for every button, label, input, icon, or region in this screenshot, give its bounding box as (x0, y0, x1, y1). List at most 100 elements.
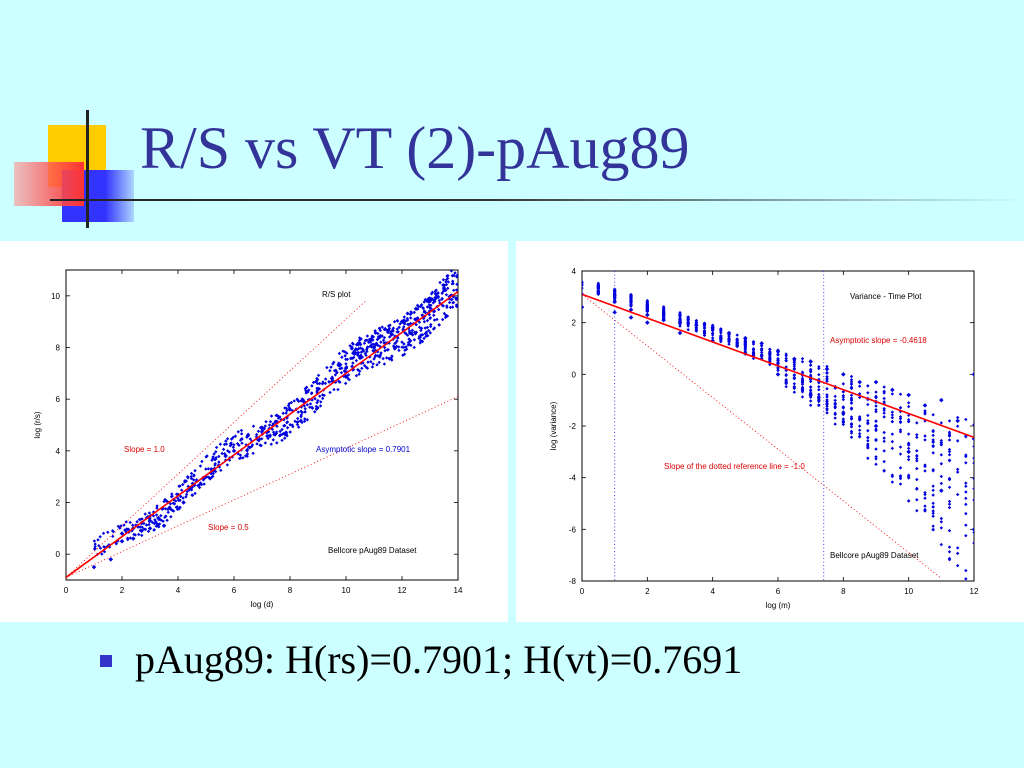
data-point-cloud (825, 406, 829, 411)
data-point-cloud (849, 406, 854, 410)
data-point (873, 423, 879, 429)
data-point-cloud (422, 309, 427, 313)
data-point-cloud (204, 455, 208, 459)
data-point-cloud (931, 524, 935, 528)
data-point-cloud (849, 374, 854, 379)
data-point-cloud (629, 299, 633, 303)
data-point-cloud (274, 430, 279, 434)
data-point-cloud (947, 438, 952, 442)
data-point-cloud (874, 404, 878, 408)
data-point-cloud (432, 309, 437, 313)
data-point-cloud (218, 442, 223, 446)
data-point-cloud (337, 379, 341, 383)
data-point-cloud (874, 438, 878, 443)
data-point-cloud (400, 340, 404, 344)
data-point-cloud (898, 406, 903, 410)
data-point-cloud (178, 494, 183, 499)
data-point-cloud (923, 434, 927, 438)
data-point-cloud (678, 324, 682, 328)
data-point-cloud (906, 446, 911, 451)
data-point-cloud (163, 507, 168, 511)
data-point-cloud (408, 331, 412, 336)
data-point-cloud (263, 424, 267, 428)
x-tick-label: 8 (288, 586, 293, 595)
data-point-cloud (402, 322, 407, 326)
data-point-cloud (955, 551, 960, 556)
data-point-cloud (369, 343, 374, 347)
data-point-cloud (751, 340, 756, 345)
y-tick-label: 0 (56, 550, 61, 559)
data-point-cloud (849, 422, 854, 427)
data-point-cloud (409, 316, 413, 320)
data-point (357, 355, 363, 361)
data-point-cloud (406, 340, 411, 345)
data-point-cloud (360, 366, 364, 371)
data-point-cloud (898, 475, 903, 479)
data-point-cloud (440, 296, 444, 301)
data-point-cloud (200, 459, 204, 464)
fit-line (582, 293, 974, 439)
data-point-cloud (96, 538, 100, 542)
deco-red-square (14, 162, 84, 206)
data-point-cloud (198, 464, 203, 468)
data-point-cloud (213, 462, 217, 466)
data-point-cloud (402, 325, 406, 329)
data-point-cloud (377, 360, 381, 365)
data-point-cloud (800, 382, 805, 386)
data-point-cloud (231, 445, 235, 449)
data-point-cloud (163, 515, 167, 520)
x-axis-label: log (m) (766, 601, 791, 610)
data-point-cloud (275, 424, 279, 428)
data-point-cloud (229, 443, 233, 447)
data-point-cloud (331, 362, 335, 366)
data-point-cloud (239, 428, 244, 433)
data-point-cloud (425, 305, 430, 309)
data-point-cloud (423, 326, 427, 330)
data-point-cloud (137, 517, 142, 522)
data-point-cloud (337, 351, 342, 356)
data-point-cloud (454, 296, 458, 300)
data-point-cloud (418, 341, 422, 345)
data-point (181, 500, 186, 505)
data-point (223, 453, 228, 459)
data-point-cloud (849, 425, 854, 429)
data-point-cloud (245, 454, 249, 458)
data-point-cloud (404, 347, 409, 351)
data-point-cloud (825, 404, 829, 408)
data-point-cloud (181, 496, 185, 500)
data-point-cloud (412, 345, 416, 350)
data-point-cloud (882, 436, 886, 440)
data-point-cloud (874, 462, 878, 466)
data-point-cloud (240, 441, 244, 445)
data-point-cloud (434, 295, 439, 300)
x-tick-label: 0 (580, 587, 585, 596)
data-point-cloud (444, 293, 449, 297)
data-point-cloud (751, 350, 756, 354)
data-point-cloud (387, 326, 392, 331)
data-point-cloud (154, 521, 159, 526)
data-point (971, 527, 974, 532)
data-point-cloud (582, 280, 584, 284)
data-point-cloud (849, 398, 854, 403)
data-point-cloud (159, 513, 163, 518)
data-point (824, 366, 830, 372)
data-point-cloud (947, 434, 952, 438)
data-point-cloud (397, 325, 401, 330)
data-point-cloud (444, 278, 449, 282)
data-point-cloud (315, 400, 319, 405)
data-point-cloud (275, 441, 279, 445)
data-point-cloud (210, 458, 214, 462)
data-point-cloud (184, 492, 189, 497)
data-point-cloud (825, 402, 829, 406)
data-point-cloud (282, 424, 286, 428)
data-point-cloud (931, 528, 935, 532)
data-point (231, 448, 237, 454)
y-tick-label: -4 (569, 474, 577, 483)
data-point (329, 376, 335, 381)
reference-line (66, 300, 366, 578)
data-point-cloud (397, 348, 401, 353)
data-point-cloud (357, 369, 362, 373)
variance-time-plot: 0 2 4 6 8 10 12 -8 -6 -4 -2 0 2 4 log (m) log (variance… (549, 267, 979, 610)
data-point-cloud (417, 336, 421, 340)
y-tick-label: 0 (572, 370, 577, 379)
